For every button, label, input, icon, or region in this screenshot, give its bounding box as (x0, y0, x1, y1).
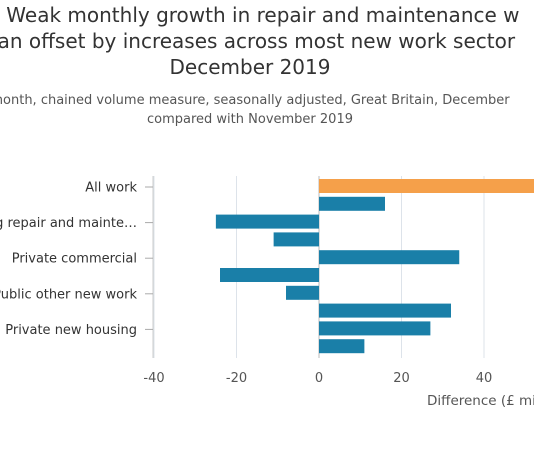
x-axis-ticks: -40 -20 0 20 40 (143, 371, 492, 386)
y-axis: All work g repair and mainte… Private comm… (0, 176, 154, 358)
category-label: Private commercial (12, 252, 137, 267)
bar (319, 196, 385, 211)
bars (215, 179, 534, 354)
x-tick-label: -40 (143, 371, 164, 386)
chart-title: 3: Weak monthly growth in repair and mai… (0, 3, 520, 79)
bar (273, 232, 319, 247)
x-axis-label: Difference (£ mi (427, 393, 534, 409)
chart-subtitle: month, chained volume measure, seasonall… (0, 93, 510, 127)
category-label: Private new housing (5, 323, 137, 338)
bar (319, 250, 460, 265)
bar (319, 179, 534, 193)
x-tick-label: 20 (393, 371, 410, 386)
bar (215, 214, 319, 229)
category-label: g repair and mainte… (0, 216, 137, 231)
x-tick-label: -20 (226, 371, 247, 386)
bar (319, 321, 431, 336)
bar (319, 339, 365, 354)
category-label: Public other new work (0, 287, 137, 302)
x-tick-label: 40 (476, 371, 493, 386)
bar (220, 268, 319, 282)
bar (319, 303, 451, 318)
bar (286, 285, 319, 300)
category-label: All work (85, 181, 137, 196)
x-tick-label: 0 (315, 371, 323, 386)
